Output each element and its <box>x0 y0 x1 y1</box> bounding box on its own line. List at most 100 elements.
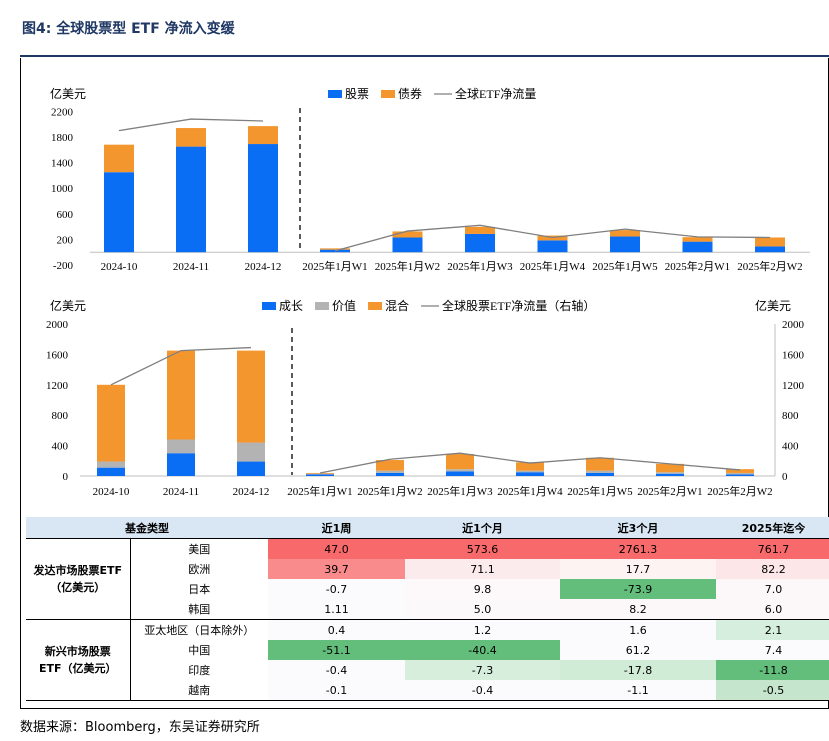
y-tick-label: 800 <box>52 410 69 422</box>
legend-swatch <box>262 302 276 310</box>
x-category-label: 2025年1月W2 <box>357 484 422 498</box>
value-cell: 573.6 <box>405 538 560 559</box>
value-cell: -0.4 <box>268 660 405 680</box>
y2-axis-unit-label: 亿美元 <box>755 298 791 313</box>
bar-混合 <box>656 463 684 473</box>
figure-title: 图4: 全球股票型 ETF 净流入变缓 <box>22 21 235 37</box>
value-cell: 761.7 <box>716 538 829 559</box>
fund-flow-table: 基金类型 近1周 近1个月 近3个月 2025年迄今 发达市场股票ETF （亿美元） 美国 4… <box>26 517 829 701</box>
value-cell: 0.4 <box>268 619 405 640</box>
value-cell: 6.0 <box>716 599 829 620</box>
bar-债券 <box>465 226 495 234</box>
y-tick-label: 1800 <box>51 132 74 144</box>
value-cell: -1.1 <box>560 680 716 701</box>
bar-成长 <box>726 474 754 476</box>
y-tick-label: 600 <box>57 209 74 221</box>
table-row: 越南 -0.1 -0.4 -1.1 -0.5 <box>26 680 829 701</box>
bar-价值 <box>656 472 684 474</box>
x-category-label: 2024-11 <box>163 486 199 498</box>
value-cell: 5.0 <box>405 599 560 620</box>
table-row: 印度 -0.4 -7.3 -17.8 -11.8 <box>26 660 829 680</box>
legend-label: 价值 <box>332 298 356 313</box>
value-cell: 82.2 <box>716 559 829 579</box>
bar-成长 <box>237 461 265 476</box>
legend-label: 混合 <box>385 298 409 313</box>
legend-label: 债券 <box>398 86 422 101</box>
bar-债券 <box>320 248 350 250</box>
y2-tick-label: 1600 <box>782 349 805 361</box>
y-tick-label: 1200 <box>46 380 69 392</box>
bar-成长 <box>516 472 544 476</box>
title-rule <box>20 55 829 57</box>
value-cell: 7.0 <box>716 579 829 599</box>
col-header: 近1周 <box>268 517 405 539</box>
y-tick-label: 1400 <box>51 158 74 170</box>
bar-股票 <box>537 240 568 253</box>
bar-股票 <box>104 172 134 253</box>
value-cell: 2.1 <box>716 619 829 640</box>
y-tick-label: 2000 <box>46 319 69 331</box>
bar-股票 <box>755 246 785 253</box>
bar-股票 <box>610 236 640 253</box>
bar-价值 <box>726 472 754 475</box>
group-label: 新兴市场股票 ETF（亿美元） <box>26 619 131 701</box>
bar-成长 <box>586 472 614 476</box>
bar-股票 <box>465 233 495 253</box>
bar-债券 <box>248 126 278 145</box>
source-note: 数据来源：Bloomberg，东吴证券研究所 <box>20 720 260 735</box>
x-category-label: 2025年2月W1 <box>665 259 730 273</box>
region-cell: 美国 <box>130 538 268 559</box>
y-tick-label: -200 <box>53 260 74 272</box>
bar-股票 <box>248 144 278 253</box>
legend-swatch <box>368 302 383 310</box>
bar-成长 <box>97 467 125 476</box>
table-header-row: 基金类型 近1周 近1个月 近3个月 2025年迄今 <box>26 517 829 539</box>
bar-混合 <box>237 350 265 443</box>
bottom-rule <box>20 708 829 709</box>
x-category-label: 2025年1月W4 <box>520 259 586 273</box>
x-category-label: 2025年1月W1 <box>287 484 352 498</box>
region-cell: 欧洲 <box>188 563 211 576</box>
x-category-label: 2025年1月W3 <box>447 259 513 273</box>
value-cell: 8.2 <box>560 599 716 620</box>
bar-成长 <box>306 474 334 476</box>
table-row: 发达市场股票ETF （亿美元） 美国 47.0 573.6 2761.3 761.7 <box>26 538 829 620</box>
legend-label: 成长 <box>279 299 303 313</box>
value-cell: 39.7 <box>268 559 405 579</box>
bar-混合 <box>97 384 125 462</box>
bar-成长 <box>376 472 404 476</box>
col-header: 近3个月 <box>560 517 716 539</box>
bar-价值 <box>516 470 544 473</box>
x-category-label: 2024-12 <box>245 261 282 273</box>
y-tick-label: 400 <box>52 441 69 453</box>
value-cell: 61.2 <box>560 640 716 660</box>
value-cell: 17.7 <box>560 559 716 579</box>
y-axis-unit-label: 亿美元 <box>50 86 86 101</box>
region-cell: 韩国 <box>130 599 268 620</box>
group-label: 发达市场股票ETF （亿美元） <box>26 538 131 620</box>
x-category-label: 2024-11 <box>173 261 209 273</box>
series-line-segment <box>118 118 264 132</box>
bar-混合 <box>516 462 544 471</box>
x-category-label: 2024-10 <box>101 261 138 273</box>
value-cell: 1.2 <box>405 619 560 640</box>
x-category-label: 2025年1月W1 <box>302 259 367 273</box>
x-category-label: 2024-12 <box>233 486 270 498</box>
y-tick-label: 2200 <box>51 106 74 118</box>
value-cell: -7.3 <box>405 660 560 680</box>
table-row: 韩国 1.11 5.0 8.2 6.0 <box>26 599 829 620</box>
value-cell: 9.8 <box>405 579 560 599</box>
x-category-label: 2025年1月W5 <box>567 484 633 498</box>
col-header: 近1个月 <box>405 517 560 539</box>
value-cell: -0.5 <box>716 680 829 701</box>
group-label-line: （亿美元） <box>50 581 106 594</box>
table-row: 欧洲 39.7 71.1 17.7 82.2 <box>26 559 829 579</box>
value-cell: -11.8 <box>716 660 829 680</box>
bar-成长 <box>656 473 684 476</box>
series-line-segment <box>110 346 252 386</box>
value-cell: 1.11 <box>268 599 405 620</box>
bar-债券 <box>682 237 713 242</box>
x-category-label: 2025年1月W2 <box>375 259 440 273</box>
y-tick-label: 0 <box>63 471 69 483</box>
bar-股票 <box>392 237 423 253</box>
